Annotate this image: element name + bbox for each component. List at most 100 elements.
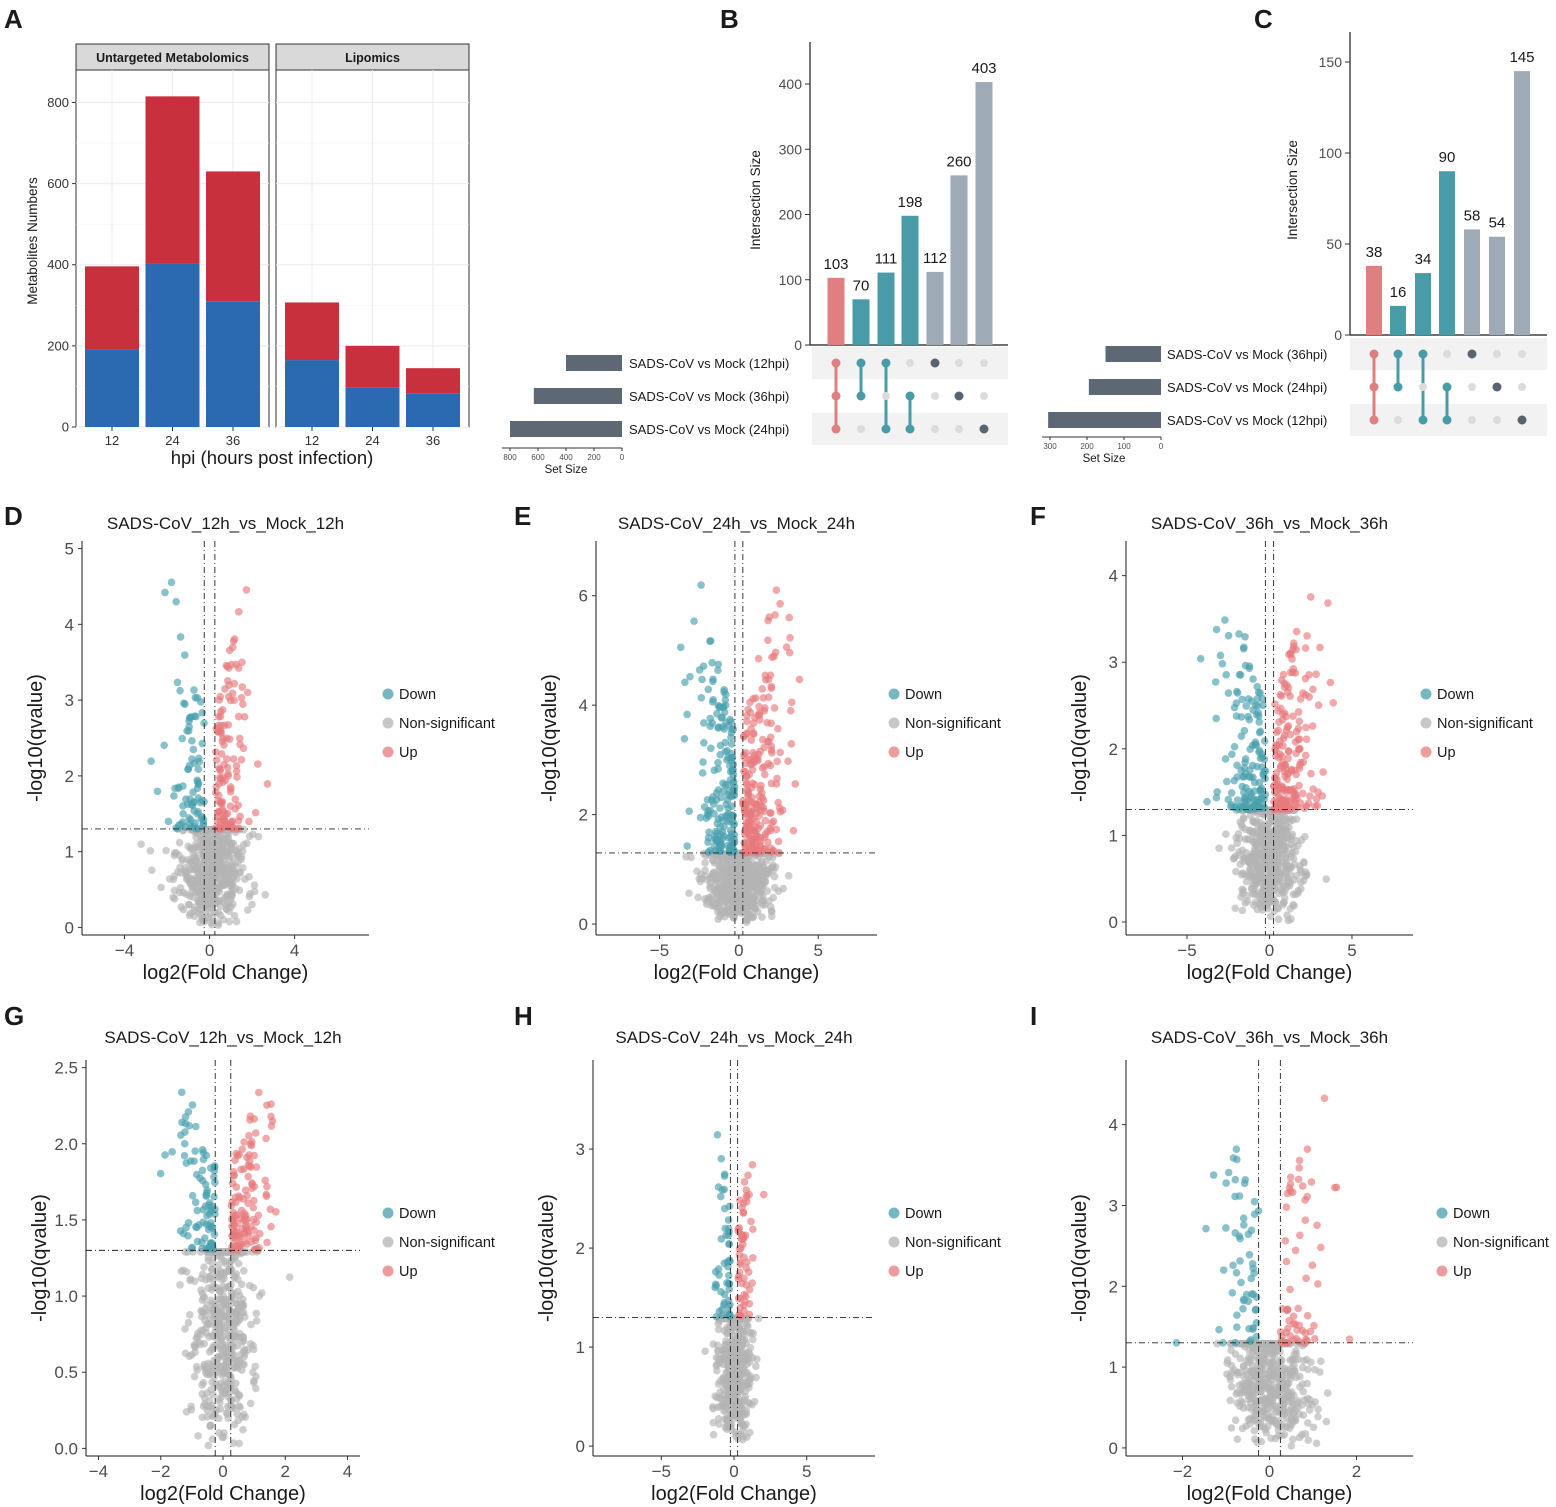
volcano-point: [235, 1391, 244, 1400]
volcano-point: [230, 635, 239, 643]
volcano-point: [1227, 1424, 1236, 1432]
volcano-point: [1311, 1335, 1319, 1343]
volcano-point: [1256, 1422, 1264, 1431]
legend-swatch: [888, 717, 900, 729]
y-tick-label: 0: [794, 337, 802, 353]
volcano-point: [687, 853, 695, 862]
volcano-point: [1289, 1417, 1298, 1426]
volcano-point: [1295, 1156, 1304, 1165]
volcano-point: [680, 734, 689, 743]
volcano-point: [235, 1439, 244, 1448]
volcano-point: [232, 761, 241, 770]
volcano-point: [696, 813, 705, 822]
volcano-point: [214, 921, 223, 929]
volcano-point: [1274, 1426, 1283, 1434]
volcano-point: [755, 792, 763, 800]
volcano-point: [1236, 1257, 1244, 1265]
volcano-point: [215, 779, 223, 788]
volcano-point: [756, 834, 765, 842]
volcano-point: [737, 1235, 746, 1243]
volcano-point: [1236, 860, 1245, 869]
volcano-point: [1255, 1378, 1264, 1387]
volcano-point: [231, 805, 240, 813]
volcano-point: [683, 710, 691, 719]
volcano-point: [706, 637, 714, 645]
volcano-point: [176, 1281, 184, 1289]
volcano-point: [700, 719, 708, 727]
volcano-point: [1242, 783, 1250, 792]
volcano-point: [735, 1310, 743, 1318]
matrix-dot: [1492, 382, 1502, 392]
volcano-point: [1253, 826, 1262, 834]
x-axis-label: log2(Fold Change): [143, 962, 309, 984]
set-size-tick-label: 400: [559, 453, 573, 462]
volcano-point: [1238, 906, 1247, 915]
volcano-point: [237, 1280, 246, 1289]
volcano-point: [236, 1403, 245, 1411]
y-axis-label: -log10(qvalue): [25, 674, 47, 802]
volcano-point: [242, 586, 251, 594]
volcano-point: [1241, 1387, 1250, 1396]
panel-label-A: A: [4, 4, 23, 34]
volcano-point: [234, 852, 242, 861]
volcano-point: [223, 1380, 231, 1388]
volcano-point: [193, 853, 201, 862]
volcano-point: [1298, 1380, 1307, 1388]
volcano-point: [210, 1230, 219, 1239]
volcano-point: [210, 848, 219, 856]
volcano-point: [789, 826, 798, 835]
volcano-point: [1295, 781, 1303, 790]
volcano-point: [727, 889, 736, 897]
volcano-point: [147, 757, 155, 765]
volcano-point: [1232, 1390, 1241, 1398]
volcano-point: [198, 709, 207, 717]
volcano-point: [1235, 1192, 1244, 1200]
volcano-point: [1278, 1401, 1287, 1410]
volcano-point: [1289, 639, 1298, 647]
matrix-dot: [980, 392, 988, 400]
volcano-point: [747, 812, 756, 820]
volcano-point: [1292, 749, 1301, 758]
volcano-point: [1255, 1356, 1264, 1365]
volcano-point: [758, 764, 767, 772]
bar-up: [85, 266, 139, 350]
volcano-point: [1228, 1288, 1237, 1297]
legend-label: Up: [1453, 1264, 1472, 1280]
y-tick-label: 4: [579, 696, 588, 715]
volcano-point: [231, 795, 240, 804]
volcano-point: [1270, 773, 1279, 782]
volcano-point: [1298, 1363, 1307, 1372]
volcano-point: [1237, 1278, 1245, 1287]
volcano-point: [185, 761, 194, 770]
volcano-point: [227, 839, 236, 847]
volcano-point: [699, 758, 707, 766]
volcano-point: [1258, 750, 1266, 759]
volcano-point: [1302, 1355, 1311, 1364]
y-tick-label: 200: [779, 207, 803, 223]
volcano-point: [1233, 761, 1241, 770]
volcano-point: [194, 887, 202, 896]
x-tick-label: −5: [652, 1462, 671, 1481]
volcano-point: [197, 1286, 205, 1294]
volcano-point: [1263, 819, 1271, 828]
volcano-point: [194, 824, 202, 833]
volcano-point: [786, 706, 795, 715]
volcano-point: [1226, 1396, 1235, 1405]
volcano-point: [216, 712, 225, 721]
volcano-point: [768, 819, 776, 827]
intersection-bar: [827, 277, 845, 345]
volcano-point: [719, 909, 728, 917]
volcano-point: [1303, 632, 1311, 640]
volcano-point: [745, 911, 754, 919]
volcano-point: [717, 1154, 726, 1163]
volcano-point: [157, 883, 165, 892]
bar-down: [85, 349, 139, 427]
volcano-point: [1308, 722, 1317, 730]
x-tick-label: 0: [729, 1462, 738, 1481]
volcano-point: [170, 894, 179, 903]
y-axis-label: Metabolites Numbers: [25, 177, 40, 305]
volcano-point: [228, 861, 237, 870]
legend-label: Non-significant: [1437, 716, 1533, 732]
volcano-point: [1301, 872, 1309, 880]
